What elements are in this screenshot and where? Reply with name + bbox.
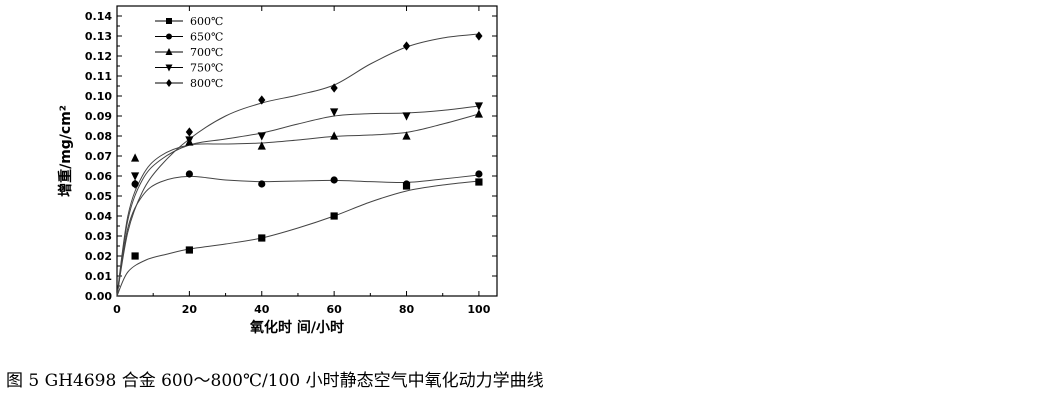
- legend-label: 700℃: [190, 46, 223, 59]
- x-tick-label: 40: [254, 303, 270, 316]
- data-point-triangle-up: [130, 153, 140, 162]
- data-point-triangle-up: [474, 109, 484, 118]
- legend-marker-triangle-down: [165, 64, 173, 72]
- legend-label: 600℃: [190, 15, 223, 28]
- x-tick-label: 80: [399, 303, 415, 316]
- data-point-triangle-down: [185, 136, 194, 145]
- data-point-square: [258, 234, 266, 242]
- y-tick-label: 0.00: [85, 290, 112, 303]
- fit-curve-4: [116, 33, 479, 297]
- data-point-triangle-down: [474, 102, 484, 111]
- legend-label: 650℃: [190, 31, 223, 44]
- data-point-square: [475, 178, 483, 186]
- data-point-triangle-up: [257, 141, 266, 150]
- y-tick-label: 0.07: [85, 150, 112, 163]
- plot-area: 0.00 0.01 0.02 0.03 0.04 0.05 0.06 0.07 0.08 0.09…: [85, 5, 498, 316]
- x-tick-label: 100: [467, 303, 490, 316]
- y-tick-label: 0.01: [85, 270, 112, 283]
- data-point-square: [185, 246, 193, 254]
- y-tick-label: 0.12: [85, 50, 112, 63]
- x-axis-title: 氧化时 间/小时: [249, 319, 344, 336]
- data-point-square: [330, 212, 338, 220]
- data-point-triangle-down: [130, 172, 140, 181]
- data-point-triangle-down: [402, 112, 411, 121]
- plot-frame: [116, 5, 498, 297]
- x-tick-label: 20: [182, 303, 198, 316]
- y-tick-label: 0.09: [85, 110, 112, 123]
- legend: 600℃ 650℃ 700℃ 750℃ 800℃: [155, 15, 223, 90]
- y-tick-label: 0.14: [85, 10, 112, 23]
- data-point-diamond: [258, 95, 266, 105]
- data-points: [130, 31, 484, 260]
- data-point-diamond: [475, 31, 483, 41]
- data-point-triangle-down: [257, 132, 266, 141]
- legend-marker-diamond: [166, 79, 172, 87]
- y-tick-label: 0.02: [85, 250, 112, 263]
- data-point-diamond: [402, 41, 411, 51]
- y-tick-label: 0.13: [85, 30, 112, 43]
- legend-marker-circle: [166, 33, 172, 40]
- legend-label: 750℃: [190, 62, 223, 75]
- data-point-diamond: [131, 179, 139, 189]
- fit-curve-0: [116, 180, 479, 297]
- y-tick-label: 0.10: [85, 90, 112, 103]
- fit-curves: [116, 33, 480, 297]
- data-point-triangle-up: [402, 131, 411, 140]
- data-point-circle: [258, 180, 266, 188]
- y-tick-label: 0.06: [85, 170, 112, 183]
- data-point-circle: [475, 170, 483, 178]
- legend-marker-square: [166, 18, 172, 24]
- fit-curve-3: [116, 105, 479, 297]
- data-point-circle: [402, 180, 411, 188]
- y-axis-title: 增重/mg/cm²: [57, 105, 74, 197]
- fit-curve-1: [116, 174, 479, 297]
- y-tick-label: 0.08: [85, 130, 112, 143]
- figure-caption: 图 5 GH4698 合金 600～800℃/100 小时静态空气中氧化动力学曲…: [6, 371, 544, 391]
- y-tick-label: 0.03: [85, 230, 112, 243]
- data-point-diamond: [185, 127, 193, 137]
- y-tick-label: 0.11: [85, 70, 112, 83]
- data-point-triangle-up: [330, 131, 339, 140]
- data-point-square: [131, 252, 139, 260]
- data-point-circle: [185, 170, 193, 178]
- y-tick-label: 0.05: [85, 190, 112, 203]
- chart: 0.00 0.01 0.02 0.03 0.04 0.05 0.06 0.07 0.08 0.09…: [57, 5, 498, 336]
- data-point-diamond: [330, 83, 338, 93]
- fit-curve-2: [116, 113, 480, 297]
- y-tick-label: 0.04: [85, 210, 112, 223]
- data-point-triangle-down: [330, 108, 339, 117]
- legend-marker-triangle-up: [165, 48, 173, 55]
- x-tick-label: 0: [113, 303, 121, 316]
- x-tick-label: 60: [326, 303, 342, 316]
- data-point-circle: [330, 176, 338, 184]
- legend-label: 800℃: [190, 77, 223, 90]
